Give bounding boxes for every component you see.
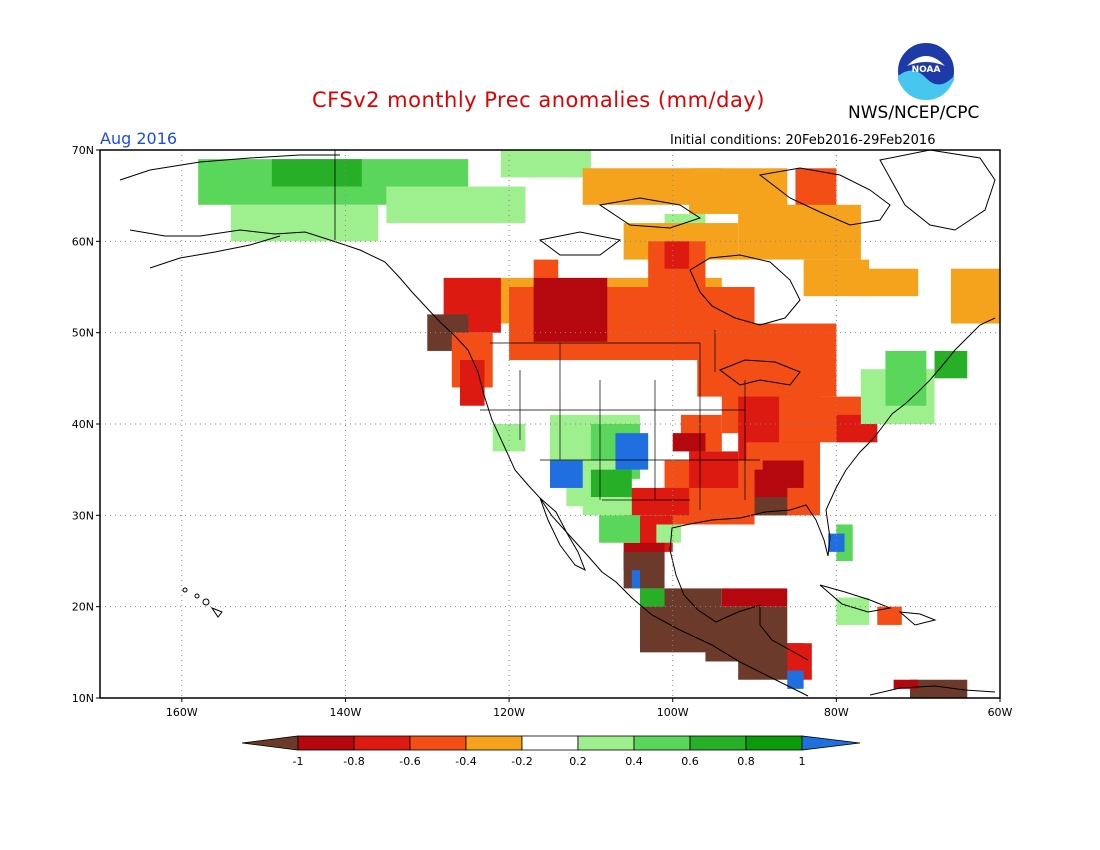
colorbar-label: -0.2 bbox=[511, 755, 532, 768]
anomaly-cell bbox=[623, 551, 665, 589]
colorbar-segment bbox=[409, 735, 467, 751]
org-label: NWS/NCEP/CPC bbox=[848, 103, 980, 123]
colorbar-label: 0.8 bbox=[737, 755, 755, 768]
anomaly-cell bbox=[664, 241, 690, 269]
axis-labels: 70N 60N 50N 40N 30N 20N 10N 160W 140W 120W 100W 80W… bbox=[72, 144, 1013, 719]
lat-label: 30N bbox=[72, 509, 94, 522]
anomaly-cell bbox=[631, 570, 640, 589]
noaa-logo: NOAA bbox=[896, 41, 956, 101]
anomaly-cell bbox=[860, 268, 919, 297]
colorbar-segment bbox=[353, 735, 411, 751]
colorbar-label: -0.4 bbox=[455, 755, 476, 768]
colorbar-segment bbox=[577, 735, 635, 751]
colorbar-segment bbox=[745, 735, 803, 751]
anomaly-cell bbox=[689, 451, 739, 488]
colorbar: -1 -0.8 -0.6 -0.4 -0.2 0.2 0.4 0.6 0.8 1 bbox=[241, 735, 861, 768]
anomaly-cell bbox=[950, 268, 1000, 324]
anomaly-cell bbox=[754, 469, 788, 498]
chart-title: CFSv2 monthly Prec anomalies (mm/day) bbox=[312, 88, 765, 112]
anomaly-fill bbox=[198, 150, 1000, 698]
anomaly-cell bbox=[787, 670, 804, 689]
lat-label: 10N bbox=[72, 692, 94, 705]
colorbar-label: 0.2 bbox=[569, 755, 587, 768]
anomaly-cell bbox=[836, 597, 870, 625]
anomaly-cell bbox=[533, 277, 608, 342]
anomaly-cell bbox=[623, 487, 690, 516]
anomaly-cell bbox=[230, 204, 379, 242]
anomaly-cell bbox=[590, 469, 632, 498]
anomaly-cell bbox=[910, 679, 968, 698]
colorbar-segment bbox=[297, 735, 355, 751]
anomaly-cell bbox=[599, 515, 640, 543]
colorbar-arrow-left bbox=[241, 735, 299, 751]
colorbar-segment bbox=[633, 735, 691, 751]
anomaly-cell bbox=[877, 606, 902, 625]
lat-label: 20N bbox=[72, 601, 94, 614]
lon-label: 60W bbox=[988, 706, 1013, 719]
colorbar-segment bbox=[689, 735, 747, 751]
anomaly-cell bbox=[492, 424, 526, 452]
colorbar-label: -0.6 bbox=[399, 755, 420, 768]
lat-label: 60N bbox=[72, 235, 94, 248]
lon-label: 120W bbox=[493, 706, 525, 719]
anomaly-cell bbox=[615, 433, 649, 470]
anomaly-cell bbox=[738, 204, 861, 260]
colorbar-label: 1 bbox=[799, 755, 806, 768]
lon-label: 160W bbox=[166, 706, 198, 719]
colorbar-label: 0.6 bbox=[681, 755, 699, 768]
lon-label: 100W bbox=[657, 706, 689, 719]
anomaly-cell bbox=[550, 460, 583, 488]
anomaly-cell bbox=[828, 533, 845, 552]
colorbar-segment bbox=[465, 735, 523, 751]
colorbar-segment bbox=[521, 735, 579, 751]
anomaly-cell bbox=[386, 186, 526, 224]
coastlines bbox=[119, 149, 996, 697]
lat-label: 40N bbox=[72, 418, 94, 431]
initial-conditions: Initial conditions: 20Feb2016-29Feb2016 bbox=[670, 133, 936, 148]
lon-label: 80W bbox=[824, 706, 849, 719]
colorbar-label: 0.4 bbox=[625, 755, 643, 768]
anomaly-cell bbox=[582, 497, 632, 516]
anomaly-cell bbox=[656, 524, 681, 543]
colorbar-label: -0.8 bbox=[343, 755, 364, 768]
logo-text: NOAA bbox=[912, 65, 941, 75]
anomaly-cell bbox=[500, 150, 591, 178]
lon-label: 140W bbox=[330, 706, 362, 719]
lat-label: 70N bbox=[72, 144, 94, 157]
grid-lines bbox=[100, 150, 1000, 698]
anomaly-cell bbox=[885, 350, 927, 406]
colorbar-label: -1 bbox=[293, 755, 304, 768]
anomaly-cell bbox=[640, 588, 665, 607]
anomaly-cell bbox=[721, 588, 788, 607]
lat-label: 50N bbox=[72, 327, 94, 340]
anomaly-cell bbox=[893, 679, 919, 689]
colorbar-arrow-right bbox=[801, 735, 861, 751]
anomaly-cell bbox=[271, 159, 362, 187]
forecast-month: Aug 2016 bbox=[100, 129, 178, 148]
anomaly-cell bbox=[672, 433, 706, 452]
